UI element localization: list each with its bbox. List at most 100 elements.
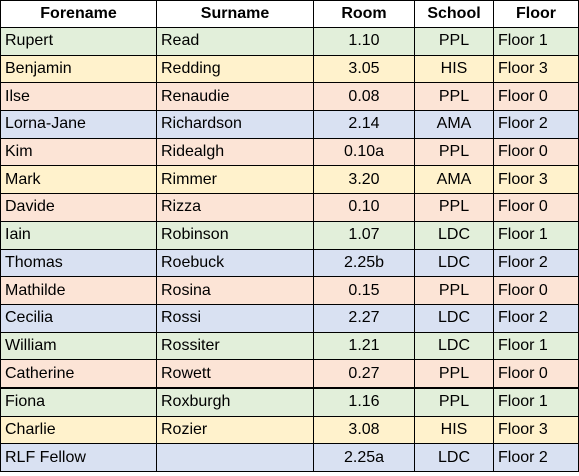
table-body: Rupert Read 1.10 PPL Floor 1 Benjamin Re… [1, 28, 579, 472]
surname-cell: Rowett [157, 360, 314, 388]
table-row: Fiona Roxburgh 1.16 PPL Floor 1 [1, 388, 579, 416]
room-cell: 3.05 [314, 55, 415, 83]
school-cell: LDC [415, 249, 494, 277]
school-cell: LDC [415, 332, 494, 360]
table-row: Cecilia Rossi 2.27 LDC Floor 2 [1, 304, 579, 332]
room-cell: 0.10a [314, 138, 415, 166]
room-cell: 2.14 [314, 111, 415, 139]
surname-cell: Roebuck [157, 249, 314, 277]
forename-cell: Iain [1, 221, 157, 249]
surname-cell [157, 444, 314, 472]
forename-cell: Mathilde [1, 277, 157, 305]
school-cell: PPL [415, 194, 494, 222]
table-row: Mathilde Rosina 0.15 PPL Floor 0 [1, 277, 579, 305]
header-school: School [415, 1, 494, 28]
room-cell: 3.08 [314, 416, 415, 444]
surname-cell: Rimmer [157, 166, 314, 194]
room-cell: 0.15 [314, 277, 415, 305]
school-cell: LDC [415, 221, 494, 249]
table-row: Charlie Rozier 3.08 HIS Floor 3 [1, 416, 579, 444]
table-row: Lorna-Jane Richardson 2.14 AMA Floor 2 [1, 111, 579, 139]
table-row: RLF Fellow 2.25a LDC Floor 2 [1, 444, 579, 472]
room-cell: 0.27 [314, 360, 415, 388]
forename-cell: Charlie [1, 416, 157, 444]
surname-cell: Rosina [157, 277, 314, 305]
room-cell: 2.27 [314, 304, 415, 332]
header-surname: Surname [157, 1, 314, 28]
room-cell: 1.10 [314, 28, 415, 56]
room-cell: 1.07 [314, 221, 415, 249]
school-cell: LDC [415, 444, 494, 472]
floor-cell: Floor 1 [494, 28, 579, 56]
table-row: Iain Robinson 1.07 LDC Floor 1 [1, 221, 579, 249]
floor-cell: Floor 2 [494, 444, 579, 472]
floor-cell: Floor 2 [494, 111, 579, 139]
surname-cell: Roxburgh [157, 388, 314, 416]
forename-cell: Rupert [1, 28, 157, 56]
forename-cell: Kim [1, 138, 157, 166]
table-row: Davide Rizza 0.10 PPL Floor 0 [1, 194, 579, 222]
table-row: Kim Ridealgh 0.10a PPL Floor 0 [1, 138, 579, 166]
forename-cell: Thomas [1, 249, 157, 277]
floor-cell: Floor 1 [494, 221, 579, 249]
school-cell: HIS [415, 416, 494, 444]
room-cell: 1.16 [314, 388, 415, 416]
floor-cell: Floor 3 [494, 55, 579, 83]
room-cell: 1.21 [314, 332, 415, 360]
surname-cell: Rossi [157, 304, 314, 332]
table-row: Ilse Renaudie 0.08 PPL Floor 0 [1, 83, 579, 111]
forename-cell: Benjamin [1, 55, 157, 83]
school-cell: LDC [415, 304, 494, 332]
surname-cell: Read [157, 28, 314, 56]
room-cell: 3.20 [314, 166, 415, 194]
room-cell: 0.10 [314, 194, 415, 222]
forename-cell: William [1, 332, 157, 360]
header-room: Room [314, 1, 415, 28]
surname-cell: Ridealgh [157, 138, 314, 166]
floor-cell: Floor 0 [494, 277, 579, 305]
table-row: Benjamin Redding 3.05 HIS Floor 3 [1, 55, 579, 83]
school-cell: AMA [415, 111, 494, 139]
forename-cell: Davide [1, 194, 157, 222]
floor-cell: Floor 0 [494, 360, 579, 388]
surname-cell: Rozier [157, 416, 314, 444]
forename-cell: Mark [1, 166, 157, 194]
floor-cell: Floor 0 [494, 194, 579, 222]
table-row: Thomas Roebuck 2.25b LDC Floor 2 [1, 249, 579, 277]
school-cell: AMA [415, 166, 494, 194]
room-cell: 2.25a [314, 444, 415, 472]
school-cell: PPL [415, 83, 494, 111]
floor-cell: Floor 0 [494, 138, 579, 166]
floor-cell: Floor 2 [494, 304, 579, 332]
floor-cell: Floor 1 [494, 332, 579, 360]
surname-cell: Rossiter [157, 332, 314, 360]
floor-cell: Floor 2 [494, 249, 579, 277]
forename-cell: Lorna-Jane [1, 111, 157, 139]
forename-cell: Fiona [1, 388, 157, 416]
surname-cell: Renaudie [157, 83, 314, 111]
school-cell: HIS [415, 55, 494, 83]
floor-cell: Floor 0 [494, 83, 579, 111]
school-cell: PPL [415, 28, 494, 56]
school-cell: PPL [415, 138, 494, 166]
school-cell: PPL [415, 388, 494, 416]
forename-cell: Ilse [1, 83, 157, 111]
table-row: Mark Rimmer 3.20 AMA Floor 3 [1, 166, 579, 194]
table-row: Catherine Rowett 0.27 PPL Floor 0 [1, 360, 579, 388]
floor-cell: Floor 3 [494, 416, 579, 444]
forename-cell: Catherine [1, 360, 157, 388]
floor-cell: Floor 3 [494, 166, 579, 194]
header-row: Forename Surname Room School Floor [1, 1, 579, 28]
forename-cell: Cecilia [1, 304, 157, 332]
surname-cell: Redding [157, 55, 314, 83]
forename-cell: RLF Fellow [1, 444, 157, 472]
surname-cell: Rizza [157, 194, 314, 222]
school-cell: PPL [415, 360, 494, 388]
floor-cell: Floor 1 [494, 388, 579, 416]
room-cell: 0.08 [314, 83, 415, 111]
surname-cell: Richardson [157, 111, 314, 139]
header-floor: Floor [494, 1, 579, 28]
table-row: William Rossiter 1.21 LDC Floor 1 [1, 332, 579, 360]
table-row: Rupert Read 1.10 PPL Floor 1 [1, 28, 579, 56]
